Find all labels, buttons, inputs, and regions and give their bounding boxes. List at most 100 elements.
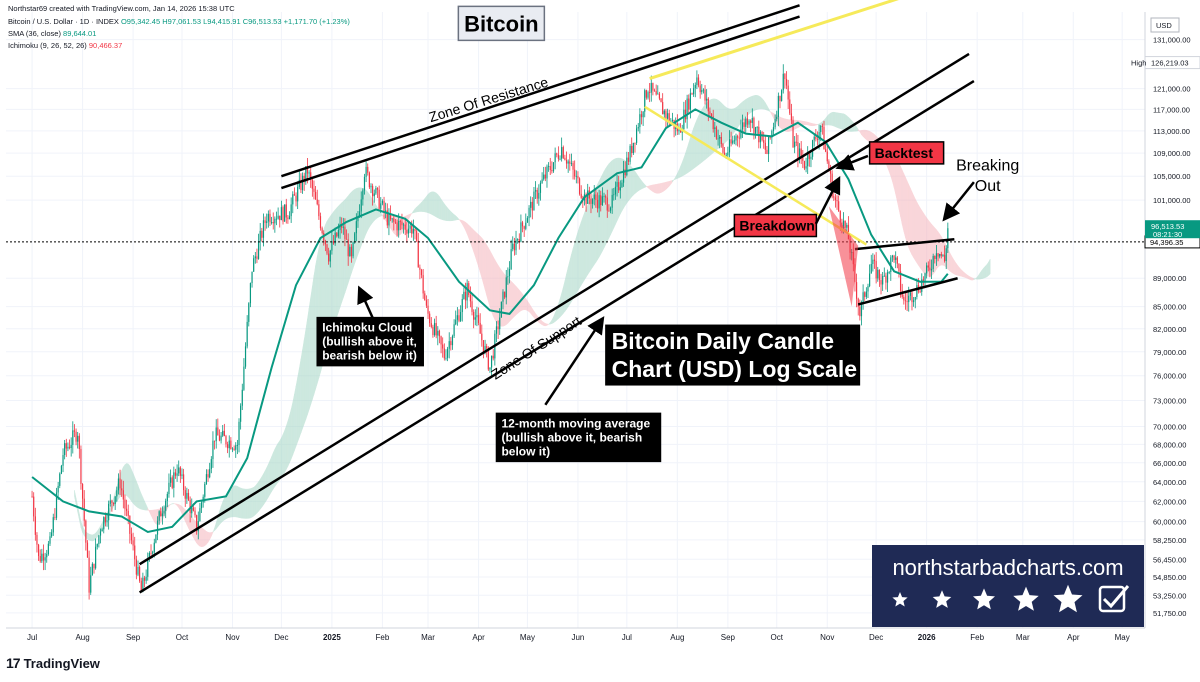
price-tick-label: 66,000.00 bbox=[1153, 459, 1186, 468]
candle-body bbox=[663, 110, 665, 115]
high-value: 126,219.03 bbox=[1151, 59, 1189, 68]
candle-body bbox=[248, 303, 250, 322]
candle-body bbox=[732, 140, 734, 144]
candle-body bbox=[733, 140, 735, 142]
ichimoku-legend-value: 90,466.37 bbox=[88, 41, 123, 50]
candle-body bbox=[427, 305, 429, 314]
candle-body bbox=[57, 485, 59, 493]
sma-legend[interactable]: SMA (36, close) 89,644.01 bbox=[8, 29, 96, 38]
candle-body bbox=[220, 435, 222, 441]
candle-body bbox=[217, 427, 219, 436]
candle-body bbox=[438, 330, 441, 337]
candle-body bbox=[210, 459, 212, 469]
candle-body bbox=[789, 99, 791, 114]
price-tick-label: 58,250.00 bbox=[1153, 536, 1186, 545]
candle-body bbox=[262, 220, 265, 238]
candle-body bbox=[342, 226, 344, 228]
candle-body bbox=[942, 254, 944, 256]
candle-body bbox=[833, 196, 835, 198]
candle-body bbox=[723, 152, 726, 156]
time-tick-label: Mar bbox=[1016, 633, 1030, 642]
candle-body bbox=[314, 191, 317, 200]
candle-body bbox=[337, 230, 340, 237]
candle-body bbox=[945, 248, 947, 262]
candle-body bbox=[816, 138, 819, 140]
sma-note-line: 12-month moving average bbox=[501, 416, 650, 430]
candle-body bbox=[929, 267, 931, 271]
candle-body bbox=[642, 111, 644, 118]
ichimoku-note-line: Ichimoku Cloud bbox=[322, 321, 412, 335]
candle-body bbox=[869, 273, 871, 287]
gold-downtrend-line bbox=[644, 105, 868, 246]
candle-body bbox=[906, 301, 908, 303]
candle-body bbox=[223, 430, 225, 437]
candle-body bbox=[515, 239, 517, 251]
candle-body bbox=[385, 210, 387, 212]
candle-body bbox=[269, 213, 271, 223]
candle-body bbox=[192, 507, 194, 511]
candle-body bbox=[660, 98, 662, 103]
candle-body bbox=[908, 295, 910, 303]
candle-body bbox=[694, 84, 696, 89]
candle-body bbox=[33, 496, 35, 517]
candle-body bbox=[668, 113, 670, 123]
candle-body bbox=[795, 141, 797, 143]
candle-body bbox=[407, 228, 410, 234]
candle-body bbox=[619, 187, 621, 191]
high-tag bbox=[1144, 56, 1200, 70]
candle-body bbox=[927, 265, 929, 268]
title-box-line: Chart (USD) Log Scale bbox=[612, 356, 857, 382]
candle-body bbox=[784, 73, 786, 79]
candle-body bbox=[710, 113, 713, 117]
candle-body bbox=[266, 221, 268, 223]
resistance-line-upper bbox=[280, 4, 800, 178]
tradingview-watermark[interactable]: 17 TradingView bbox=[6, 655, 100, 671]
candle-body bbox=[150, 552, 152, 554]
candle-body bbox=[805, 166, 807, 169]
candle-body bbox=[446, 348, 449, 358]
time-tick-label: Feb bbox=[970, 633, 984, 642]
candle-body bbox=[489, 367, 491, 370]
dotted-level-label: 94,396.35 bbox=[1150, 238, 1183, 247]
candle-body bbox=[621, 182, 623, 188]
candle-body bbox=[183, 474, 185, 491]
candle-body bbox=[137, 566, 139, 575]
candle-body bbox=[578, 178, 581, 194]
candle-body bbox=[284, 204, 286, 222]
candle-body bbox=[171, 477, 173, 488]
candle-body bbox=[393, 218, 395, 222]
candle-body bbox=[564, 157, 566, 160]
time-tick-label: Jul bbox=[622, 633, 632, 642]
ichimoku-legend[interactable]: Ichimoku (9, 26, 52, 26) 90,466.37 bbox=[8, 41, 122, 50]
candle-body bbox=[370, 185, 372, 188]
candle-body bbox=[99, 531, 102, 536]
candle-body bbox=[693, 88, 695, 95]
candle-body bbox=[486, 346, 488, 349]
candle-body bbox=[914, 296, 916, 301]
candle-body bbox=[98, 535, 100, 544]
candle-body bbox=[477, 315, 480, 323]
candle-body bbox=[135, 559, 137, 575]
candle-body bbox=[614, 186, 617, 195]
candle-body bbox=[455, 319, 457, 325]
candle-body bbox=[787, 85, 789, 100]
candle-body bbox=[746, 118, 749, 125]
candle-body bbox=[139, 566, 141, 581]
candle-body bbox=[241, 389, 243, 406]
breaking-out-label-2: Out bbox=[975, 178, 1001, 195]
price-tick-label: 73,000.00 bbox=[1153, 397, 1186, 406]
candle-body bbox=[233, 448, 235, 450]
time-tick-label: Nov bbox=[225, 633, 239, 642]
candle-body bbox=[629, 145, 631, 162]
candle-body bbox=[526, 218, 529, 223]
candle-body bbox=[145, 576, 147, 581]
candle-body bbox=[600, 195, 602, 206]
candle-body bbox=[627, 157, 630, 162]
candle-body bbox=[528, 207, 530, 219]
candle-body bbox=[282, 207, 284, 222]
candle-body bbox=[394, 221, 397, 223]
candle-body bbox=[490, 355, 493, 368]
candle-body bbox=[904, 300, 907, 302]
tradingview-logo: 17 bbox=[6, 655, 21, 671]
